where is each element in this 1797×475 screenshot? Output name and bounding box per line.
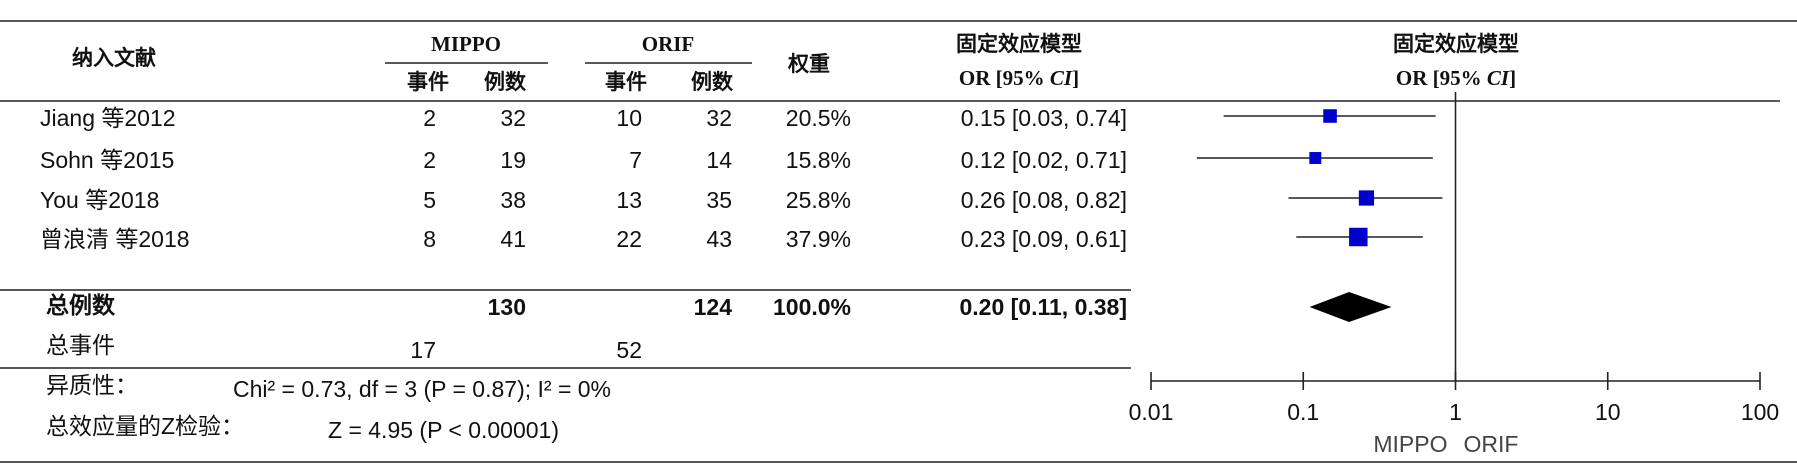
x-tick-label: 0.01: [1129, 399, 1174, 425]
total-cell: 19: [500, 147, 526, 173]
header-effect: 固定效应模型: [1393, 32, 1519, 56]
study-marker: [1309, 152, 1322, 164]
total-cell: 35: [706, 187, 732, 213]
study-marker: [1358, 190, 1375, 206]
study-name: 曾浪清 等2018: [40, 226, 190, 252]
study-name: You 等2018: [40, 187, 159, 213]
header-total: 例数: [484, 70, 527, 94]
effect-cell: 0.12 [0.02, 0.71]: [961, 147, 1127, 173]
header-events: 事件: [605, 70, 647, 94]
pooled-total: 124: [694, 294, 733, 320]
x-direction-label: ORIF: [1464, 431, 1519, 457]
events-cell: 2: [423, 147, 436, 173]
study-marker: [1349, 227, 1368, 247]
z-test-text: Z = 4.95 (P < 0.00001): [328, 417, 559, 443]
pooled-weight: 100.0%: [773, 294, 851, 320]
pooled-diamond: [1309, 292, 1392, 322]
header-total: 例数: [691, 70, 734, 94]
study-name: Sohn 等2015: [40, 147, 174, 173]
header-study: 纳入文献: [72, 46, 156, 70]
events-cell: 7: [629, 147, 642, 173]
x-tick-label: 10: [1595, 399, 1621, 425]
effect-cell: 0.15 [0.03, 0.74]: [961, 105, 1127, 131]
weight-cell: 25.8%: [786, 187, 851, 213]
events-total-label: 总事件: [46, 332, 115, 358]
header-effect-label: OR [95% CI]: [959, 66, 1079, 90]
header-group: ORIF: [642, 32, 695, 56]
pooled-total: 130: [488, 294, 526, 320]
header-events: 事件: [407, 70, 449, 94]
study-name: Jiang 等2012: [40, 105, 176, 131]
heterogeneity-label: 异质性：: [46, 372, 138, 398]
header-weight: 权重: [787, 52, 830, 76]
events-cell: 22: [616, 226, 642, 252]
events-cell: 5: [423, 187, 436, 213]
total-cell: 32: [500, 105, 526, 131]
x-tick-label: 1: [1449, 399, 1462, 425]
label-part: OR [95%: [1396, 66, 1487, 90]
heterogeneity-text: Chi² = 0.73, df = 3 (P = 0.87); I² = 0%: [233, 376, 611, 402]
x-tick-label: 100: [1741, 399, 1779, 425]
weight-cell: 20.5%: [786, 105, 851, 131]
header-effect-label: OR [95% CI]: [1396, 66, 1516, 90]
label-part: ]: [1072, 66, 1079, 90]
x-direction-label: MIPPO: [1373, 431, 1447, 457]
weight-cell: 37.9%: [786, 226, 851, 252]
x-tick-label: 0.1: [1287, 399, 1319, 425]
label-part: CI: [1050, 66, 1073, 90]
total-cell: 14: [706, 147, 732, 173]
events-total: 17: [410, 337, 436, 363]
label-part: ]: [1509, 66, 1516, 90]
pooled-label: 总例数: [46, 292, 116, 318]
z-test-label: 总效应量的Z检验：: [46, 413, 244, 439]
total-cell: 38: [500, 187, 526, 213]
events-cell: 10: [616, 105, 642, 131]
study-marker: [1323, 109, 1337, 123]
effect-cell: 0.26 [0.08, 0.82]: [961, 187, 1127, 213]
events-cell: 2: [423, 105, 436, 131]
total-cell: 32: [706, 105, 732, 131]
label-part: CI: [1487, 66, 1510, 90]
effect-cell: 0.23 [0.09, 0.61]: [961, 226, 1127, 252]
header-effect: 固定效应模型: [956, 32, 1082, 56]
events-cell: 8: [423, 226, 436, 252]
label-part: OR [95%: [959, 66, 1050, 90]
events-total: 52: [616, 337, 642, 363]
header-group: MIPPO: [431, 32, 501, 56]
events-cell: 13: [616, 187, 642, 213]
total-cell: 43: [706, 226, 732, 252]
weight-cell: 15.8%: [786, 147, 851, 173]
total-cell: 41: [500, 226, 526, 252]
pooled-effect: 0.20 [0.11, 0.38]: [959, 294, 1127, 320]
